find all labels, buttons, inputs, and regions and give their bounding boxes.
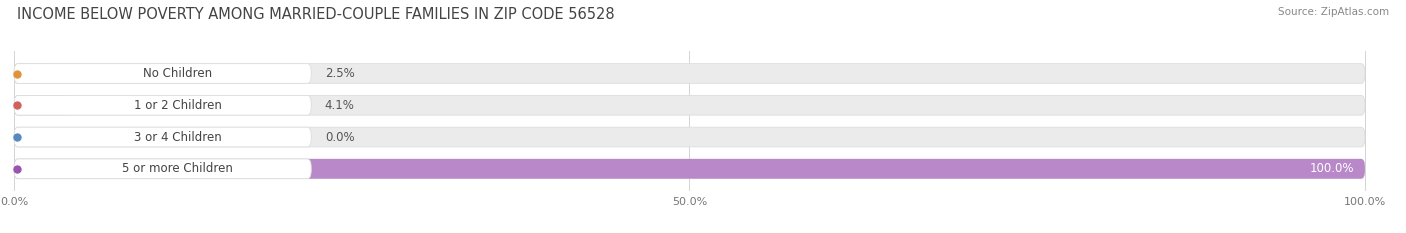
FancyBboxPatch shape [14, 64, 1365, 83]
FancyBboxPatch shape [14, 159, 1365, 179]
Text: 5 or more Children: 5 or more Children [122, 162, 233, 175]
Text: 100.0%: 100.0% [1309, 162, 1354, 175]
Text: No Children: No Children [143, 67, 212, 80]
FancyBboxPatch shape [14, 127, 311, 147]
Text: 4.1%: 4.1% [325, 99, 354, 112]
Text: Source: ZipAtlas.com: Source: ZipAtlas.com [1278, 7, 1389, 17]
FancyBboxPatch shape [14, 96, 69, 115]
FancyBboxPatch shape [14, 64, 311, 83]
FancyBboxPatch shape [14, 159, 1365, 179]
FancyBboxPatch shape [14, 127, 1365, 147]
Text: 3 or 4 Children: 3 or 4 Children [134, 130, 221, 144]
Text: 1 or 2 Children: 1 or 2 Children [134, 99, 222, 112]
FancyBboxPatch shape [14, 159, 311, 179]
FancyBboxPatch shape [14, 96, 1365, 115]
Text: 0.0%: 0.0% [325, 130, 354, 144]
Text: INCOME BELOW POVERTY AMONG MARRIED-COUPLE FAMILIES IN ZIP CODE 56528: INCOME BELOW POVERTY AMONG MARRIED-COUPL… [17, 7, 614, 22]
Text: 2.5%: 2.5% [325, 67, 354, 80]
FancyBboxPatch shape [14, 64, 48, 83]
FancyBboxPatch shape [14, 96, 311, 115]
